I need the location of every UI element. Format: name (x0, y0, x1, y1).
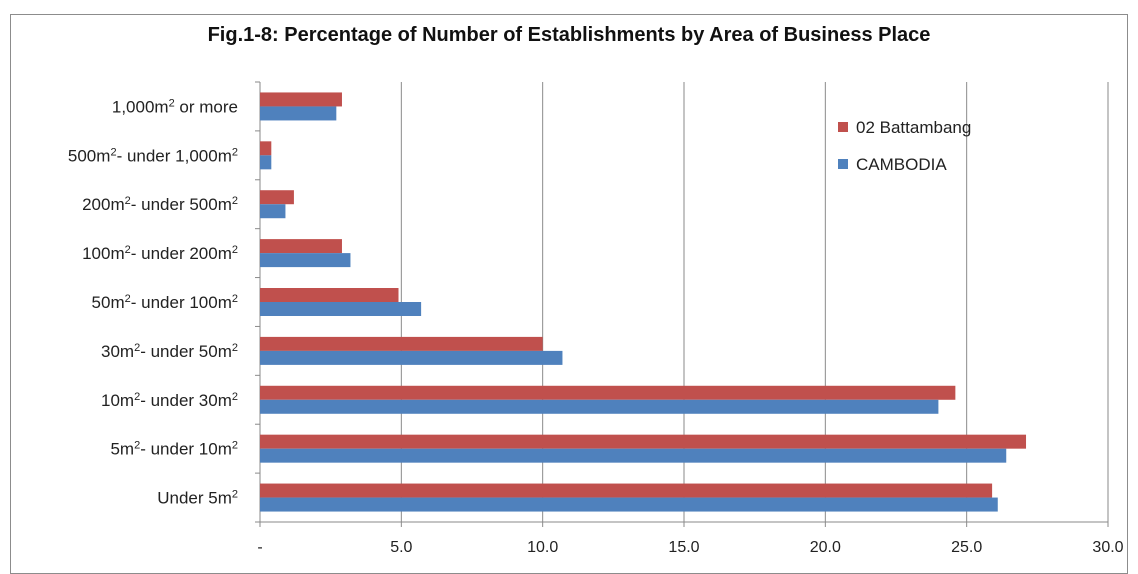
bar-cambodia (260, 448, 1007, 463)
bar-cambodia (260, 302, 422, 316)
legend-swatch (838, 159, 848, 169)
bar-battambang (260, 239, 342, 254)
chart-frame (10, 14, 1128, 574)
bar-cambodia (260, 155, 272, 170)
bar-battambang (260, 190, 294, 205)
bar-cambodia (260, 253, 351, 268)
x-tick-label: 15.0 (668, 539, 699, 556)
legend-label: CAMBODIA (856, 155, 947, 174)
bar-cambodia (260, 204, 286, 219)
category-label: 1,000m2 or more (112, 97, 238, 116)
bar-battambang (260, 336, 543, 351)
category-label: 30m2- under 50m2 (101, 342, 238, 361)
x-tick-label: - (257, 539, 262, 556)
legend-label: 02 Battambang (856, 118, 971, 137)
category-label: Under 5m2 (157, 489, 238, 508)
legend-swatch (838, 122, 848, 132)
category-label: 500m2- under 1,000m2 (68, 146, 238, 165)
bar-battambang (260, 92, 342, 107)
category-label: 10m2- under 30m2 (101, 391, 238, 410)
bar-cambodia (260, 399, 939, 414)
x-tick-label: 10.0 (527, 539, 558, 556)
bar-battambang (260, 141, 272, 156)
bar-battambang (260, 483, 993, 498)
x-tick-label: 5.0 (390, 539, 412, 556)
bar-cambodia (260, 497, 998, 512)
x-tick-label: 30.0 (1092, 539, 1123, 556)
x-tick-label: 20.0 (810, 539, 841, 556)
bar-cambodia (260, 350, 563, 365)
category-label: 5m2- under 10m2 (110, 440, 238, 459)
category-label: 100m2- under 200m2 (82, 244, 238, 263)
category-label: 200m2- under 500m2 (82, 195, 238, 214)
bar-battambang (260, 434, 1027, 449)
bar-cambodia (260, 106, 337, 121)
chart-title: Fig.1-8: Percentage of Number of Establi… (207, 24, 931, 46)
x-tick-label: 25.0 (951, 539, 982, 556)
bar-battambang (260, 385, 956, 400)
bar-battambang (260, 288, 399, 302)
category-label: 50m2- under 100m2 (92, 293, 238, 312)
